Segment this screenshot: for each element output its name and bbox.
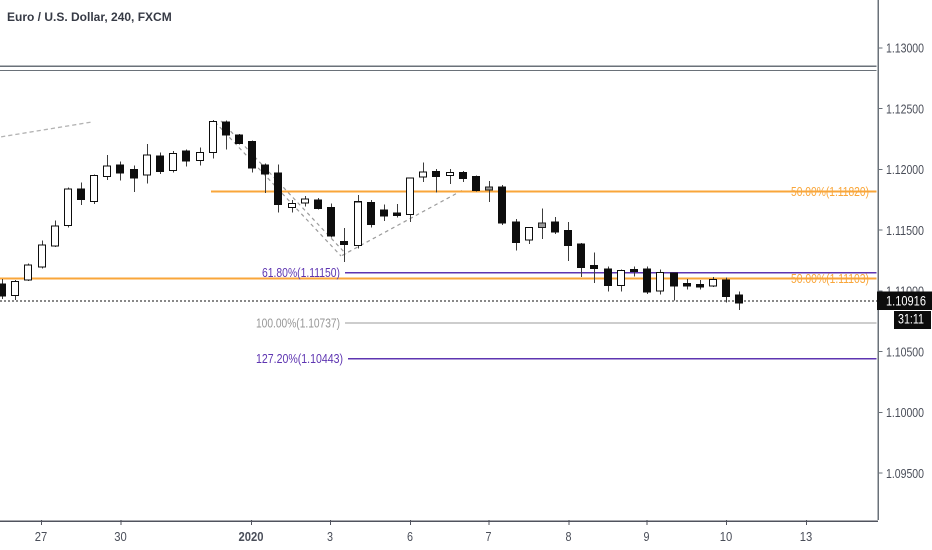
svg-text:27: 27 [35,529,48,544]
svg-text:2020: 2020 [239,529,264,544]
svg-text:13: 13 [800,529,813,544]
svg-text:9: 9 [644,529,650,544]
svg-text:1.09500: 1.09500 [886,466,924,481]
svg-text:31:11: 31:11 [898,312,924,327]
svg-text:1.10500: 1.10500 [886,345,924,360]
svg-text:1.13000: 1.13000 [886,41,924,56]
svg-text:100.00%(1.10737): 100.00%(1.10737) [256,316,340,331]
svg-text:1.10000: 1.10000 [886,405,924,420]
svg-text:1.12500: 1.12500 [886,102,924,117]
svg-text:50.00%(1.11103): 50.00%(1.11103) [791,271,869,286]
svg-text:7: 7 [486,529,492,544]
svg-text:30: 30 [114,529,127,544]
svg-text:1.12000: 1.12000 [886,162,924,177]
svg-text:1.11500: 1.11500 [886,223,924,238]
svg-text:61.80%(1.11150): 61.80%(1.11150) [262,265,340,280]
svg-text:127.20%(1.10443): 127.20%(1.10443) [256,351,343,366]
svg-text:1.10916: 1.10916 [886,294,926,309]
svg-text:50.00%(1.11820): 50.00%(1.11820) [791,184,869,199]
svg-text:3: 3 [327,529,333,544]
svg-text:8: 8 [566,529,572,544]
svg-text:10: 10 [720,529,733,544]
svg-text:6: 6 [407,529,413,544]
